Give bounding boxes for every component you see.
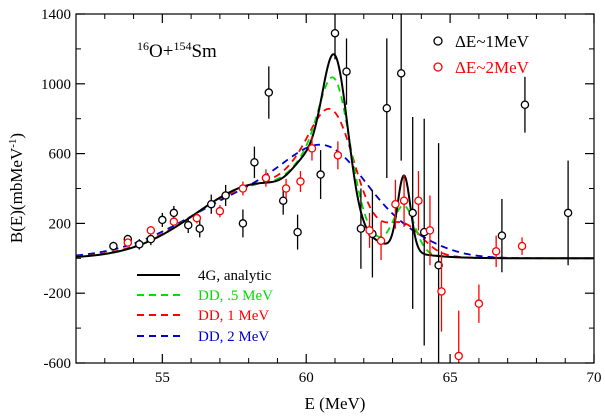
- data-2mev-point: [517, 241, 527, 251]
- points-layer: [109, 14, 573, 363]
- data-2mev-point: [391, 199, 400, 209]
- axes-layer: 55 60 65 70 -600 -200 200 600 1000 1400: [41, 7, 602, 386]
- data-2mev-point: [414, 196, 423, 205]
- data-2mev-point: [215, 206, 225, 216]
- curve-dd-1: [76, 107, 594, 260]
- legend-label-dd-2: DD, 2 MeV: [198, 329, 269, 345]
- title-el1: O+: [149, 41, 173, 62]
- title-el2: Sm: [191, 41, 217, 62]
- y-label-sup: -1: [7, 139, 19, 148]
- legend-label-dd-1: DD, 1 MeV: [198, 308, 269, 324]
- data-2mev-point: [333, 151, 343, 160]
- data-1mev-point: [563, 208, 573, 218]
- data-1mev-point: [238, 219, 248, 228]
- legend-top: ΔE~1MeV ΔE~2MeV: [433, 32, 530, 77]
- title-mass1: 16: [137, 39, 149, 53]
- y-tick-label: 600: [49, 147, 72, 163]
- data-2mev-point: [491, 247, 501, 256]
- y-tick-label: 200: [49, 216, 72, 232]
- data-1mev-point: [382, 103, 392, 113]
- data-1mev-point: [207, 199, 216, 209]
- data-2mev-point: [296, 177, 305, 186]
- data-1mev-point: [158, 215, 167, 225]
- y-tick-label: -200: [44, 286, 72, 302]
- legend-label-dd-05: DD, .5 MeV: [198, 288, 273, 304]
- data-1mev-point: [264, 88, 274, 97]
- x-tick-label: 65: [443, 370, 458, 386]
- legend-label-4g: 4G, analytic: [198, 268, 272, 284]
- data-2mev-point: [123, 238, 133, 247]
- data-1mev-point: [109, 241, 118, 251]
- legend-bottom: 4G, analytic DD, .5 MeV DD, 1 MeV DD, 2 …: [137, 268, 273, 345]
- data-2mev-point: [281, 184, 291, 193]
- data-1mev-point: [434, 261, 443, 270]
- legend-label-1mev: ΔE~1MeV: [455, 32, 530, 51]
- y-tick-label: -600: [44, 356, 72, 372]
- data-2mev-point: [307, 144, 317, 153]
- data-1mev-point: [221, 191, 230, 200]
- data-1mev-point: [146, 234, 156, 244]
- legend-label-2mev: ΔE~2MeV: [455, 58, 530, 77]
- data-1mev-point: [408, 208, 417, 218]
- data-1mev-point: [330, 28, 340, 38]
- data-1mev-point: [135, 240, 144, 249]
- data-2mev-point: [365, 226, 374, 235]
- legend-marker-2mev: [433, 62, 443, 72]
- data-1mev-point: [342, 67, 351, 76]
- plot-title: 16O+154Sm: [137, 39, 217, 62]
- data-1mev-point: [169, 208, 179, 218]
- y-axis-label: B(E)(mbMeV-1): [7, 133, 26, 243]
- curve-dd-2: [76, 143, 594, 260]
- x-tick-label: 70: [587, 370, 602, 386]
- data-1mev-point: [497, 231, 507, 240]
- data-1mev-point: [250, 158, 259, 167]
- data-2mev-point: [437, 287, 446, 296]
- data-2mev-point: [399, 196, 409, 205]
- data-2mev-point: [474, 299, 484, 308]
- data-1mev-point: [520, 100, 530, 109]
- data-2mev-point: [192, 213, 202, 223]
- y-label-main: B(E)(mbMeV: [7, 147, 26, 243]
- data-1mev-point: [278, 196, 288, 205]
- x-tick-label: 55: [155, 370, 170, 386]
- x-tick-label: 60: [299, 370, 314, 386]
- data-2mev-point: [425, 226, 435, 235]
- data-2mev-point: [238, 184, 248, 193]
- data-1mev-point: [293, 227, 302, 237]
- y-tick-label: 1400: [41, 7, 71, 23]
- data-2mev-point: [261, 173, 271, 183]
- data-1mev-point: [396, 69, 406, 78]
- y-label-end: ): [7, 133, 26, 139]
- data-1mev-point: [356, 224, 366, 233]
- data-2mev-point: [454, 351, 463, 361]
- x-axis-label: E (MeV): [305, 394, 366, 413]
- data-1mev-point: [195, 224, 204, 233]
- title-mass2: 154: [173, 39, 191, 53]
- legend-marker-1mev: [433, 36, 443, 46]
- data-2mev-point: [169, 217, 179, 226]
- data-2mev-point: [376, 236, 386, 246]
- data-2mev-point: [146, 226, 156, 235]
- data-1mev-point: [183, 220, 193, 230]
- data-1mev-point: [316, 170, 325, 179]
- y-tick-label: 1000: [41, 77, 71, 93]
